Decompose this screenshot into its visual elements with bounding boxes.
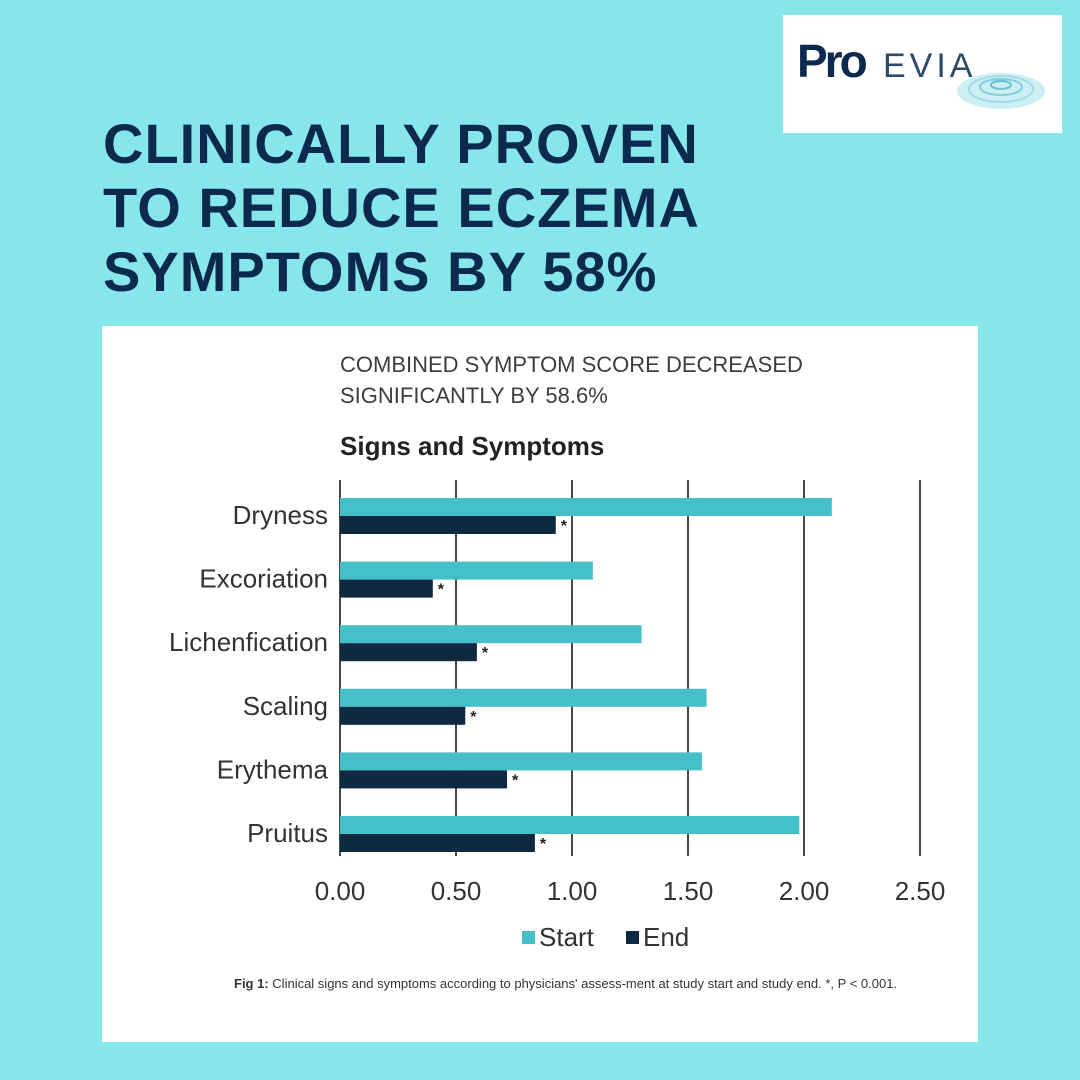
bar-end-4: [340, 770, 508, 789]
logo-graphic: Pro EVIA: [797, 35, 1045, 109]
x-tick-label-5: 2.50: [895, 876, 946, 906]
chart-gridlines: [339, 480, 921, 856]
legend-label-0: Start: [539, 922, 595, 952]
x-tick-label-3: 1.50: [663, 876, 714, 906]
x-tick-label-2: 1.00: [547, 876, 598, 906]
x-tick-label-4: 2.00: [779, 876, 830, 906]
bar-start-2: [340, 625, 642, 644]
bar-start-4: [340, 752, 702, 771]
logo-text-pro: Pro: [797, 35, 867, 87]
chart-x-tick-labels: 0.00 0.50 1.00 1.50 2.00 2.50: [315, 876, 946, 906]
category-label-4: Erythema: [217, 754, 329, 784]
category-label-5: Pruitus: [247, 818, 328, 848]
category-label-1: Excoriation: [199, 564, 328, 594]
category-label-2: Lichenfication: [169, 627, 328, 657]
bar-chart: COMBINED SYMPTOM SCORE DECREASED SIGNIFI…: [169, 352, 946, 952]
x-tick-label-0: 0.00: [315, 876, 366, 906]
bar-end-5: [340, 834, 535, 852]
ripple-icon: [957, 73, 1045, 109]
logo-text-evia: EVIA: [883, 47, 976, 85]
bar-start-3: [340, 688, 707, 707]
legend-swatch-0: [522, 931, 535, 944]
chart-subtitle-line-2: SIGNIFICANTLY BY 58.6%: [340, 383, 608, 408]
significance-marker-5: *: [540, 836, 547, 853]
bar-end-1: [340, 579, 433, 598]
significance-marker-4: *: [512, 772, 519, 789]
chart-category-labels: Dryness Excoriation Lichenfication Scaling E…: [169, 500, 329, 848]
bar-start-1: [340, 561, 593, 580]
category-label-0: Dryness: [233, 500, 328, 530]
category-label-3: Scaling: [243, 691, 328, 721]
significance-marker-0: *: [561, 518, 568, 535]
proevia-logo: Pro EVIA: [783, 15, 1062, 133]
bar-end-2: [340, 643, 477, 662]
headline-line-1: CLINICALLY PROVEN: [103, 112, 699, 175]
bar-start-5: [340, 816, 800, 834]
headline: CLINICALLY PROVEN TO REDUCE ECZEMA SYMPT…: [103, 112, 700, 304]
significance-marker-1: *: [438, 582, 445, 599]
significance-marker-3: *: [470, 709, 477, 726]
bar-end-0: [340, 516, 556, 534]
chart-subtitle-line-1: COMBINED SYMPTOM SCORE DECREASED: [340, 352, 803, 377]
bar-start-0: [340, 498, 832, 516]
figure-caption: Fig 1: Clinical signs and symptoms accor…: [234, 974, 914, 994]
legend-label-1: End: [643, 922, 689, 952]
chart-panel: COMBINED SYMPTOM SCORE DECREASED SIGNIFI…: [102, 326, 978, 1042]
caption-label: Fig 1:: [234, 976, 269, 991]
significance-marker-2: *: [482, 645, 489, 662]
bar-end-3: [340, 706, 466, 725]
caption-text: Clinical signs and symptoms according to…: [272, 976, 898, 991]
headline-line-2: TO REDUCE ECZEMA: [103, 176, 700, 239]
headline-line-3: SYMPTOMS BY 58%: [103, 240, 658, 303]
chart-legend: Start End: [522, 922, 689, 952]
legend-swatch-1: [626, 931, 639, 944]
chart-bars: * * * * * *: [340, 498, 832, 853]
chart-title: Signs and Symptoms: [340, 431, 604, 461]
x-tick-label-1: 0.50: [431, 876, 482, 906]
